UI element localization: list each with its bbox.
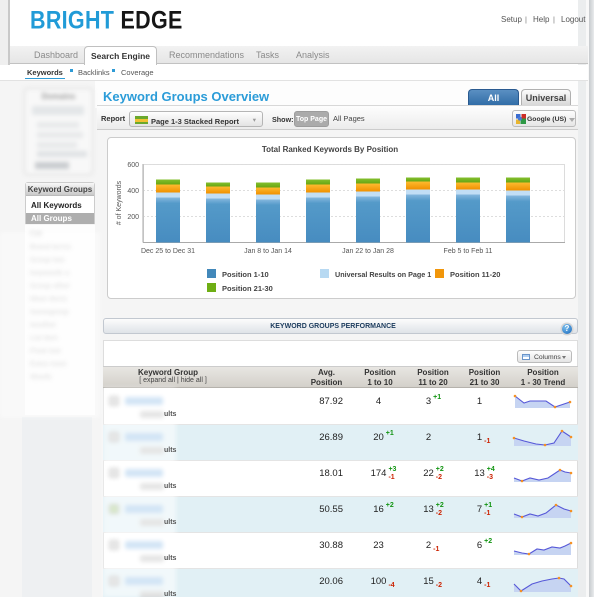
svg-text:400: 400 [127,188,139,195]
svg-text:# of Keywords: # of Keywords [116,180,123,225]
svg-text:Feb 5 to Feb 11: Feb 5 to Feb 11 [444,248,493,255]
svg-text:Jan 8 to Jan 14: Jan 8 to Jan 14 [244,248,292,255]
svg-text:Dec 25 to Dec 31: Dec 25 to Dec 31 [141,248,195,255]
svg-text:200: 200 [127,214,139,221]
svg-text:600: 600 [127,162,139,169]
svg-text:Jan 22 to Jan 28: Jan 22 to Jan 28 [342,248,394,255]
